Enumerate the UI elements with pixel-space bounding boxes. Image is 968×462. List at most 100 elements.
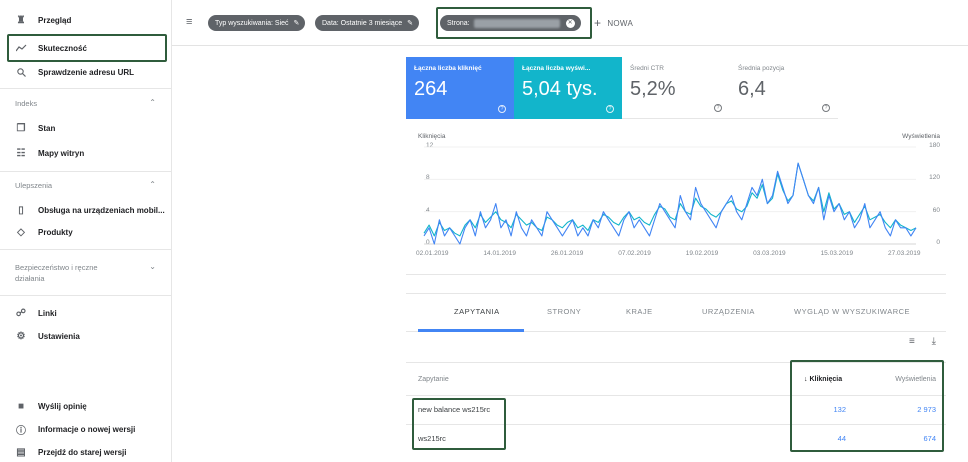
copy-icon: ❐	[16, 122, 26, 134]
section-security-label-2: działania	[15, 274, 45, 283]
sort-arrow-icon: ↓	[804, 376, 810, 383]
sidebar-item-mobile-usability[interactable]: ▯ Obsługa na urządzeniach mobil...	[0, 199, 172, 221]
sidebar-divider	[0, 171, 171, 172]
info-icon: ⓘ	[16, 425, 26, 437]
download-icon[interactable]: ⤓	[931, 336, 936, 347]
feedback-icon: ■	[17, 400, 25, 412]
tab-pages[interactable]: STRONY	[547, 307, 582, 316]
chip-label: Typ wyszukiwania: Sieć	[215, 19, 289, 27]
x-tick-label: 19.02.2019	[685, 250, 719, 257]
metric-card-ctr[interactable]: Średni CTR 5,2% ?	[622, 57, 730, 119]
sidebar-item-performance[interactable]: Skuteczność	[0, 37, 172, 59]
sidebar-item-url-inspection[interactable]: Sprawdzenie adresu URL	[0, 61, 172, 83]
column-header-impressions[interactable]: Wyświetlenia	[895, 376, 936, 383]
section-improvements-label: Ulepszenia	[15, 181, 53, 190]
metric-card-position[interactable]: Średnia pozycja 6,4 ?	[730, 57, 838, 119]
chip-label: Strona:	[447, 19, 470, 27]
table-row-query[interactable]: new balance ws215rc	[418, 405, 491, 414]
redacted-url	[473, 18, 560, 28]
sidebar-item-whats-new[interactable]: ⓘ Informacje o nowej wersji	[0, 418, 172, 440]
close-icon[interactable]: ✕	[565, 18, 575, 28]
right-tick-label: 180	[929, 142, 940, 149]
chevron-up-icon[interactable]: ⌃	[149, 98, 156, 107]
help-icon[interactable]: ?	[714, 104, 722, 112]
sidebar-item-label: Linki	[38, 308, 57, 318]
table-row-clicks: 44	[837, 434, 846, 443]
help-icon[interactable]: ?	[498, 105, 506, 113]
section-security-label: Bezpieczeństwo i ręczne	[15, 263, 98, 272]
sidebar-item-label: Produkty	[38, 227, 73, 237]
sidebar-item-label: Informacje o nowej wersji	[38, 424, 136, 434]
right-tick-label: 120	[929, 174, 940, 182]
left-axis-title: Kliknięcia	[418, 133, 446, 140]
x-tick-label: 03.03.2019	[753, 250, 786, 257]
sidebar-divider	[0, 295, 171, 296]
table-row-query[interactable]: ws215rc	[418, 434, 446, 443]
help-icon[interactable]: ?	[606, 105, 614, 113]
sitemap-icon: ☷	[16, 147, 26, 159]
tab-search-appearance[interactable]: WYGLĄD W WYSZUKIWARCE	[794, 307, 911, 316]
x-tick-label: 02.01.2019	[416, 250, 449, 257]
pencil-icon[interactable]: ✎	[407, 20, 414, 27]
table-row-impressions: 2 973	[917, 405, 936, 414]
trend-icon	[13, 44, 29, 52]
series-line-impressions[interactable]	[423, 162, 917, 237]
new-filter-label: NOWA	[607, 19, 634, 28]
table-row-impressions: 674	[923, 434, 936, 443]
sidebar-item-label: Przejdź do starej wersji	[38, 447, 127, 457]
help-icon[interactable]: ?	[822, 104, 830, 112]
tab-devices[interactable]: URZĄDZENIA	[702, 307, 755, 316]
sidebar-item-feedback[interactable]: ■ Wyślij opinię	[0, 395, 172, 417]
sidebar-item-sitemaps[interactable]: ☷ Mapy witryn	[0, 142, 172, 164]
metric-card-impressions[interactable]: Łączna liczba wyświ... 5,04 tys. ?	[514, 57, 622, 119]
table-toolbar: ≡ ⤓	[895, 336, 936, 347]
sidebar-item-links[interactable]: ☍ Linki	[0, 302, 172, 324]
filter-chip-date[interactable]: Data: Ostatnie 3 miesiące ✎	[315, 15, 420, 31]
table-row-clicks: 132	[833, 405, 846, 414]
chevron-down-icon[interactable]: ⌄	[149, 262, 156, 271]
links-icon: ☍	[15, 307, 27, 319]
new-filter-button[interactable]: + NOWA	[594, 16, 633, 30]
performance-chart: Kliknięcia Wyświetlenia 12 180 8 120 4 60 0 0 02…	[406, 57, 946, 275]
sidebar: ♜ Przegląd Skuteczność Sprawdzenie adres…	[0, 0, 172, 462]
column-header-clicks[interactable]: ↓ Kliknięcia	[804, 376, 842, 383]
metric-label: Łączna liczba kliknięć	[414, 65, 482, 72]
metric-value: 264	[414, 78, 448, 100]
home-icon: ♜	[16, 14, 26, 26]
chart-canvas[interactable]	[406, 57, 946, 275]
series-line-clicks[interactable]	[423, 162, 917, 245]
sidebar-item-overview[interactable]: ♜ Przegląd	[0, 9, 172, 31]
tab-queries[interactable]: ZAPYTANIA	[454, 307, 500, 316]
left-tick-label: 8	[426, 174, 430, 182]
section-index-label: Indeks	[15, 99, 38, 108]
column-header-clicks-label: Kliknięcia	[809, 376, 843, 383]
right-tick-label: 0	[936, 239, 940, 246]
sidebar-item-label: Stan	[38, 123, 56, 133]
table-divider	[406, 424, 946, 425]
filter-bar: ≡ Typ wyszukiwania: Sieć ✎ Data: Ostatni…	[172, 0, 968, 46]
filter-rows-icon[interactable]: ≡	[908, 336, 915, 347]
sidebar-item-products[interactable]: ◇ Produkty	[0, 221, 172, 243]
x-tick-label: 27.03.2019	[888, 250, 921, 257]
sidebar-item-old-version[interactable]: ▤ Przejdź do starej wersji	[0, 441, 172, 462]
pencil-icon[interactable]: ✎	[293, 20, 300, 27]
metric-card-clicks[interactable]: Łączna liczba kliknięć 264 ?	[406, 57, 514, 119]
chevron-up-icon[interactable]: ⌃	[149, 180, 156, 189]
sidebar-item-settings[interactable]: ⚙ Ustawienia	[0, 325, 172, 347]
table-divider	[406, 395, 946, 396]
metric-label: Średnia pozycja	[738, 65, 785, 72]
plus-icon: +	[594, 16, 602, 30]
filter-chip-search-type[interactable]: Typ wyszukiwania: Sieć ✎	[208, 15, 306, 31]
diamond-icon: ◇	[17, 226, 25, 238]
filter-icon[interactable]: ≡	[186, 16, 193, 28]
tab-countries[interactable]: KRAJE	[626, 307, 653, 316]
sidebar-item-coverage[interactable]: ❐ Stan	[0, 117, 172, 139]
search-icon	[13, 67, 29, 77]
sidebar-item-label: Wyślij opinię	[38, 401, 87, 411]
filter-chip-page[interactable]: Strona: ✕	[440, 15, 581, 31]
active-tab-indicator	[418, 329, 524, 332]
table-divider	[406, 362, 946, 363]
column-header-query[interactable]: Zapytanie	[418, 376, 449, 383]
x-tick-label: 07.02.2019	[618, 250, 651, 257]
sidebar-item-label: Obsługa na urządzeniach mobil...	[38, 205, 165, 215]
